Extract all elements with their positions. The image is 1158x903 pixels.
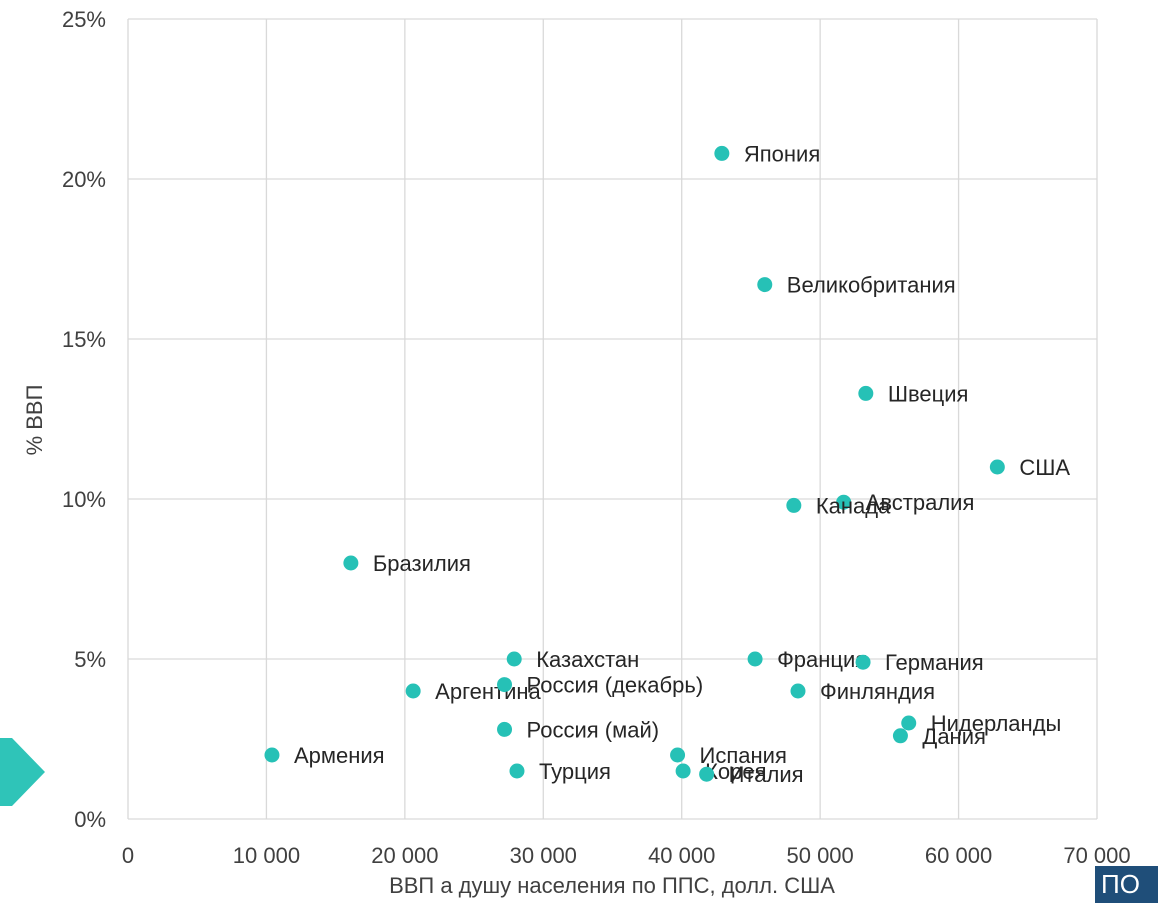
data-point-label: Финляндия xyxy=(820,679,935,704)
y-tick-label: 15% xyxy=(62,327,106,352)
data-point xyxy=(901,715,917,731)
y-tick-label: 0% xyxy=(74,807,106,832)
x-tick-label: 50 000 xyxy=(786,843,853,868)
data-point xyxy=(497,721,513,737)
x-axis-title: ВВП а душу населения по ППС, долл. США xyxy=(389,873,835,898)
x-tick-label: 30 000 xyxy=(510,843,577,868)
y-tick-label: 20% xyxy=(62,167,106,192)
data-point xyxy=(714,145,730,161)
data-point xyxy=(855,654,871,670)
data-point-label: Россия (декабрь) xyxy=(527,673,704,698)
x-tick-label: 20 000 xyxy=(371,843,438,868)
data-point xyxy=(264,747,280,763)
data-point-label: Нидерланды xyxy=(931,711,1062,736)
y-tick-label: 10% xyxy=(62,487,106,512)
data-point-label: Швеция xyxy=(888,381,969,406)
data-point-label: Испания xyxy=(700,743,787,768)
y-tick-label: 5% xyxy=(74,647,106,672)
data-point-label: Аргентина xyxy=(435,679,541,704)
data-point xyxy=(699,766,715,782)
x-tick-label: 0 xyxy=(122,843,134,868)
y-tick-label: 25% xyxy=(62,7,106,32)
data-point xyxy=(747,651,763,667)
data-point xyxy=(675,763,691,779)
data-point xyxy=(405,683,421,699)
data-point-label: Германия xyxy=(885,650,984,675)
data-point-label: Корея xyxy=(705,759,766,784)
gridlines xyxy=(127,18,1098,820)
data-point xyxy=(497,677,513,693)
data-point xyxy=(509,763,525,779)
data-point-label: Турция xyxy=(539,759,611,784)
data-point-label: Великобритания xyxy=(787,273,956,298)
x-tick-label: 70 000 xyxy=(1063,843,1130,868)
data-point-label: США xyxy=(1019,455,1070,480)
data-point xyxy=(989,459,1005,475)
data-point-label: Бразилия xyxy=(373,551,471,576)
data-point-label: Австралия xyxy=(866,490,975,515)
data-point-label: Япония xyxy=(744,141,820,166)
data-points: ЯпонияВеликобританияШвецияСШААвстралияКа… xyxy=(264,141,1070,787)
data-point xyxy=(757,277,773,293)
data-point-label: Казахстан xyxy=(536,647,639,672)
navigation-arrow-icon[interactable] xyxy=(0,738,45,806)
data-point-label: Армения xyxy=(294,743,385,768)
y-axis-title: % ВВП xyxy=(22,385,47,456)
data-point xyxy=(790,683,806,699)
corner-badge: ПО xyxy=(1095,866,1158,903)
data-point xyxy=(506,651,522,667)
data-point xyxy=(670,747,686,763)
data-point xyxy=(343,555,359,571)
data-point xyxy=(892,728,908,744)
x-tick-label: 10 000 xyxy=(233,843,300,868)
tick-labels: 0 10 000 20 000 30 000 40 000 50 000 60 000 70 … xyxy=(62,7,1131,868)
data-point-label: Дания xyxy=(922,724,986,749)
x-tick-label: 60 000 xyxy=(925,843,992,868)
data-point-label: Франция xyxy=(777,647,867,672)
data-point xyxy=(858,385,874,401)
x-tick-label: 40 000 xyxy=(648,843,715,868)
data-point xyxy=(836,494,852,510)
data-point-label: Италия xyxy=(729,762,804,787)
data-point-label: Россия (май) xyxy=(527,717,660,742)
data-point-label: Канада xyxy=(816,493,891,518)
data-point xyxy=(786,497,802,513)
